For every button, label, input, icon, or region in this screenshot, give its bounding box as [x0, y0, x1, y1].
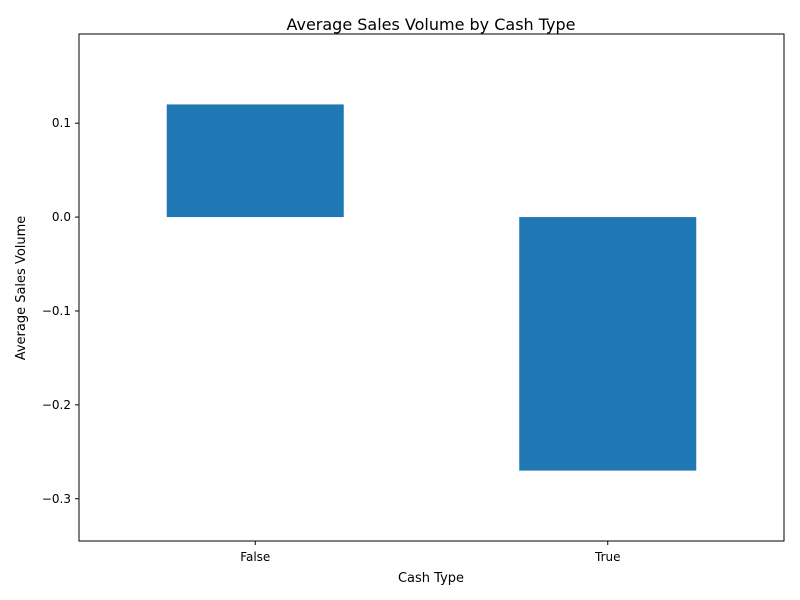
x-tick-label: True — [594, 550, 621, 564]
y-tick-label: −0.3 — [42, 492, 71, 506]
plot-area: −0.3 −0.2 −0.1 0.0 0.1 False True — [42, 33, 785, 564]
bar-true — [519, 217, 697, 471]
chart-title: Average Sales Volume by Cash Type — [286, 15, 575, 34]
x-axis-label: Cash Type — [398, 571, 464, 586]
y-axis-label: Average Sales Volume — [14, 216, 29, 361]
y-tick-label: 0.1 — [52, 116, 71, 130]
y-tick-label: −0.1 — [42, 304, 71, 318]
x-axis: False True — [240, 541, 621, 564]
x-tick-label: False — [240, 550, 270, 564]
bar-false — [166, 104, 344, 218]
y-tick-label: 0.0 — [52, 210, 71, 224]
y-tick-label: −0.2 — [42, 398, 71, 412]
plot-frame — [78, 33, 785, 542]
bars-group — [166, 104, 697, 471]
y-axis: −0.3 −0.2 −0.1 0.0 0.1 — [42, 116, 79, 506]
